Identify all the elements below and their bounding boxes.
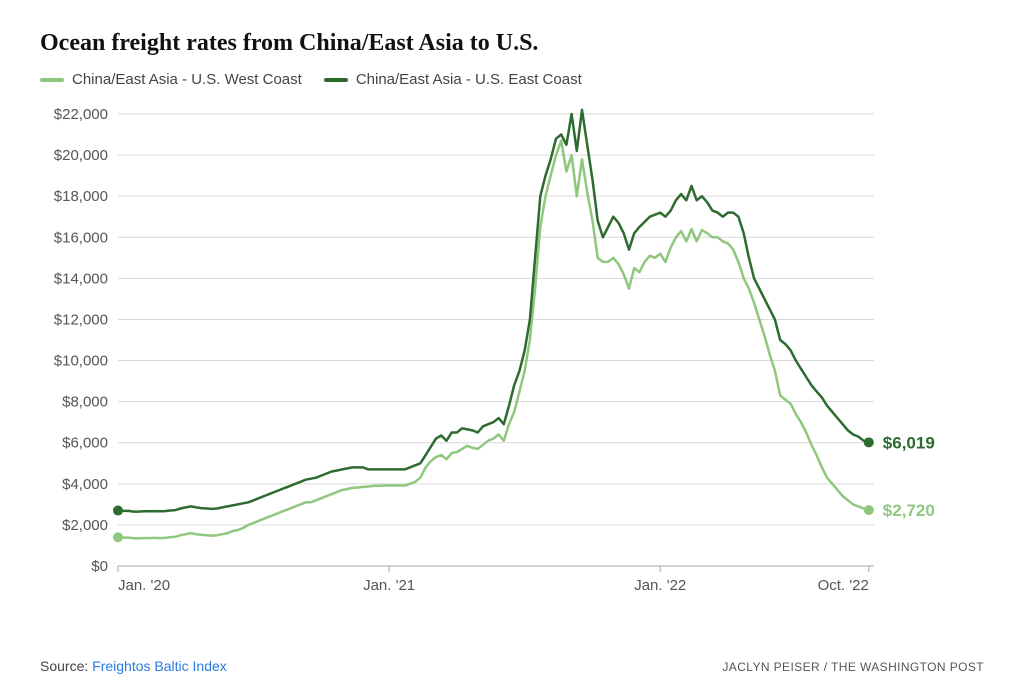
svg-text:Jan. '22: Jan. '22 xyxy=(634,577,686,594)
svg-text:$16,000: $16,000 xyxy=(54,229,108,246)
chart-footer: Source: Freightos Baltic Index JACLYN PE… xyxy=(40,658,984,674)
source-line: Source: Freightos Baltic Index xyxy=(40,658,227,674)
legend-swatch-east xyxy=(324,78,348,82)
svg-text:$0: $0 xyxy=(91,558,108,575)
legend-item-west: China/East Asia - U.S. West Coast xyxy=(40,71,302,88)
svg-text:$6,000: $6,000 xyxy=(62,435,108,452)
svg-text:Jan. '20: Jan. '20 xyxy=(118,577,170,594)
credit-line: JACLYN PEISER / THE WASHINGTON POST xyxy=(722,660,984,674)
svg-text:$2,720: $2,720 xyxy=(883,501,935,520)
svg-text:$12,000: $12,000 xyxy=(54,311,108,328)
svg-text:$18,000: $18,000 xyxy=(54,188,108,205)
svg-text:$4,000: $4,000 xyxy=(62,476,108,493)
svg-text:$22,000: $22,000 xyxy=(54,106,108,123)
chart-title: Ocean freight rates from China/East Asia… xyxy=(40,30,984,57)
legend: China/East Asia - U.S. West Coast China/… xyxy=(40,71,984,88)
svg-text:$8,000: $8,000 xyxy=(62,394,108,411)
svg-text:$10,000: $10,000 xyxy=(54,353,108,370)
legend-item-east: China/East Asia - U.S. East Coast xyxy=(324,71,582,88)
svg-text:$20,000: $20,000 xyxy=(54,147,108,164)
svg-text:Oct. '22: Oct. '22 xyxy=(818,577,869,594)
svg-text:Jan. '21: Jan. '21 xyxy=(363,577,415,594)
svg-text:$14,000: $14,000 xyxy=(54,270,108,287)
svg-text:$2,000: $2,000 xyxy=(62,517,108,534)
legend-label-east: China/East Asia - U.S. East Coast xyxy=(356,71,582,88)
source-link[interactable]: Freightos Baltic Index xyxy=(92,658,227,674)
source-prefix: Source: xyxy=(40,658,92,674)
legend-label-west: China/East Asia - U.S. West Coast xyxy=(72,71,302,88)
svg-text:$6,019: $6,019 xyxy=(883,433,935,452)
legend-swatch-west xyxy=(40,78,64,82)
chart-area: $0 $2,000 $4,000 $6,000 $8,000 $10,000 $12,000… xyxy=(40,96,984,606)
